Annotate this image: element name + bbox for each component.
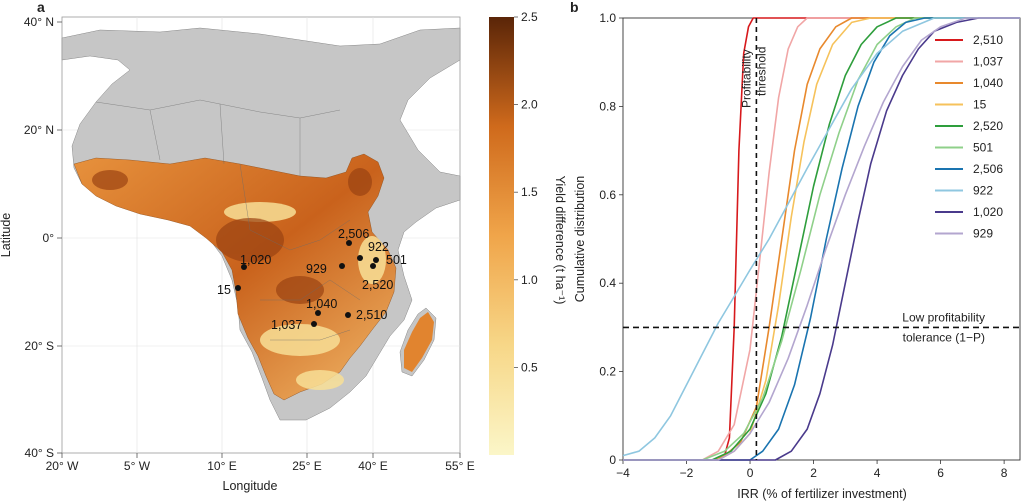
- y-tick-label: 0: [609, 453, 616, 467]
- lat-tick-label: 40° N: [24, 15, 54, 29]
- y-tick-label: 1.0: [599, 11, 616, 25]
- series-line: [623, 17, 1020, 461]
- country-borders: [95, 99, 361, 341]
- series-line: [623, 17, 1020, 461]
- y-tick-label: 0.4: [599, 276, 616, 290]
- panel-a-letter: a: [37, 0, 45, 15]
- threshold-label-line2: threshold: [754, 47, 768, 96]
- cdf-panel: b −4 −2 0 2 4 6 8 0 0.2 0.4 0.6 0.8 1.0 Profitability…: [570, 0, 1021, 501]
- site-dot: [373, 257, 379, 263]
- legend-label: 501: [973, 141, 993, 155]
- colorbar-tick-label: 2.5: [521, 10, 538, 24]
- threshold-label-line1: Profitability: [739, 49, 753, 108]
- map-panel: a: [0, 0, 567, 493]
- site-dot: [370, 263, 376, 269]
- site-label: 2,506: [338, 227, 369, 241]
- legend-label: 1,037: [973, 55, 1003, 69]
- x-tick-label: 8: [1001, 466, 1008, 480]
- colorbar: [489, 17, 514, 455]
- site-label: 2,520: [362, 278, 393, 292]
- site-label: 501: [386, 253, 407, 267]
- series-line: [623, 17, 1020, 461]
- legend-label: 15: [973, 98, 987, 112]
- colorbar-tick-label: 0.5: [521, 360, 538, 374]
- site-label: 1,040: [306, 297, 337, 311]
- site-dot: [315, 310, 321, 316]
- x-tick-label: −4: [616, 466, 630, 480]
- site-dot: [311, 321, 317, 327]
- legend: 2,510 1,037 1,040 15 2,520 501 2,506 922 1,020 92…: [935, 33, 1003, 241]
- legend-label: 2,520: [973, 119, 1003, 133]
- site-dot: [339, 263, 345, 269]
- y-tick-label: 0.6: [599, 188, 616, 202]
- lat-tick-label: 20° N: [24, 123, 54, 137]
- site-dot: [241, 264, 247, 270]
- site-dot: [346, 240, 352, 246]
- cdf-xlabel: IRR (% of fertilizer investment): [737, 487, 906, 501]
- lon-tick-label: 20° W: [46, 459, 79, 473]
- high-yield-patches: [92, 168, 372, 304]
- map-xlabel: Longitude: [223, 479, 278, 493]
- lat-tick-label: 20° S: [25, 339, 54, 353]
- cdf-ylabel: Cumulative distribution: [573, 176, 587, 302]
- lat-tick-label: 0°: [43, 231, 55, 245]
- x-tick-label: −2: [680, 466, 694, 480]
- colorbar-tick-label: 1.5: [521, 185, 538, 199]
- series-line: [623, 17, 1020, 461]
- panel-b-letter: b: [570, 0, 579, 15]
- site-dot: [345, 312, 351, 318]
- x-tick-label: 6: [937, 466, 944, 480]
- series-line: [623, 17, 1020, 461]
- legend-label: 1,040: [973, 76, 1003, 90]
- lon-tick-label: 40° E: [358, 459, 387, 473]
- x-tick-label: 0: [747, 466, 754, 480]
- lon-tick-label: 5° W: [124, 459, 151, 473]
- legend-label: 929: [973, 227, 993, 241]
- tolerance-label-line1: Low profitability: [902, 310, 985, 324]
- series-line: [622, 17, 1020, 457]
- site-dot: [235, 285, 241, 291]
- longitude-ticks: 20° W 5° W 10° E 25° E 40° E 55° E: [46, 453, 475, 473]
- x-tick-label: 2: [810, 466, 817, 480]
- legend-label: 2,510: [973, 33, 1003, 47]
- site-label: 929: [306, 262, 327, 276]
- lon-tick-label: 10° E: [207, 459, 236, 473]
- colorbar-tick-label: 2.0: [521, 98, 538, 112]
- legend-label: 1,020: [973, 205, 1003, 219]
- site-dot: [357, 255, 363, 261]
- map-ylabel: Latitude: [0, 213, 13, 258]
- x-tick-label: 4: [874, 466, 881, 480]
- legend-label: 2,506: [973, 162, 1003, 176]
- site-label: 2,510: [356, 308, 387, 322]
- site-label: 1,020: [240, 253, 271, 267]
- colorbar-ticks: 2.5 2.0 1.5 1.0 0.5: [514, 10, 538, 374]
- y-tick-label: 0.2: [599, 365, 616, 379]
- lon-tick-label: 55° E: [445, 459, 474, 473]
- lon-tick-label: 25° E: [292, 459, 321, 473]
- lat-tick-label: 40° S: [25, 446, 54, 460]
- site-label: 15: [217, 283, 231, 297]
- series-line: [623, 17, 1020, 461]
- site-label: 1,037: [271, 318, 302, 332]
- cdf-plot-area: −4 −2 0 2 4 6 8 0 0.2 0.4 0.6 0.8 1.0 Profitability th…: [599, 11, 1021, 480]
- site-label: 922: [368, 240, 389, 254]
- colorbar-tick-label: 1.0: [521, 273, 538, 287]
- madagascar-yield: [404, 312, 434, 372]
- legend-label: 922: [973, 184, 993, 198]
- latitude-ticks: 40° N 20° N 0° 20° S 40° S: [24, 15, 62, 460]
- y-tick-label: 0.8: [599, 99, 616, 113]
- tolerance-label-line2: tolerance (1−P): [903, 330, 985, 344]
- colorbar-label: Yield difference (t ha⁻¹): [553, 176, 567, 305]
